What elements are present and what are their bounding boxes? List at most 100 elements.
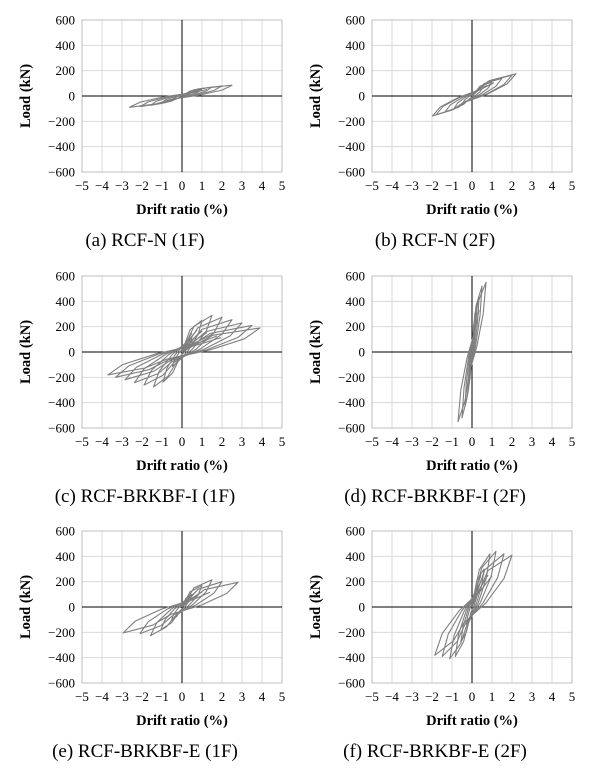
x-tick-label: 0 <box>179 178 186 193</box>
caption-b: (b) RCF-N (2F) <box>374 230 496 251</box>
y-axis-label: Load (kN) <box>308 64 324 128</box>
y-tick-label: −600 <box>338 676 365 691</box>
y-tick-label: 200 <box>346 574 366 589</box>
x-tick-label: 3 <box>239 178 246 193</box>
x-axis-label: Drift ratio (%) <box>136 458 228 474</box>
hysteresis-loop <box>133 319 233 384</box>
x-axis-label: Drift ratio (%) <box>136 713 228 729</box>
x-tick-label: 1 <box>199 434 206 449</box>
x-axis-label: Drift ratio (%) <box>426 713 518 729</box>
y-tick-label: −200 <box>338 625 365 640</box>
y-tick-label: −400 <box>48 139 75 154</box>
x-tick-label: 4 <box>549 434 556 449</box>
x-tick-label: 0 <box>469 689 476 704</box>
y-tick-label: −200 <box>48 625 75 640</box>
x-tick-label: 5 <box>279 689 286 704</box>
y-tick-label: −400 <box>48 650 75 665</box>
x-tick-label: −3 <box>115 689 129 704</box>
panel-e: −5 −4 −3 −2 −1 0 1 2 3 4 5 −600 −400 −200 0 200 400 600 Dr… <box>0 511 290 769</box>
x-tick-label: −3 <box>115 434 129 449</box>
hysteresis-loop <box>454 553 491 658</box>
x-tick-label: 1 <box>489 178 496 193</box>
y-tick-label: −600 <box>48 421 75 436</box>
x-tick-label: −2 <box>135 689 149 704</box>
x-tick-label: −5 <box>75 689 89 704</box>
hysteresis-chart-d: −5 −4 −3 −2 −1 0 1 2 3 4 5−600−400−2000200400600Dr… <box>308 269 575 475</box>
hysteresis-loop <box>434 554 513 656</box>
caption-f: (f) RCF-BRKBF-E (2F) <box>343 741 527 762</box>
x-tick-label: 2 <box>509 178 516 193</box>
x-tick-label: 2 <box>219 689 226 704</box>
x-tick-label: 3 <box>529 689 536 704</box>
y-tick-label: −200 <box>48 114 75 129</box>
x-tick-label: 1 <box>199 689 206 704</box>
caption-e: (e) RCF-BRKBF-E (1F) <box>52 741 238 762</box>
x-tick-label: −2 <box>425 434 439 449</box>
x-tick-label: 4 <box>259 178 266 193</box>
x-tick-label: −1 <box>155 434 169 449</box>
y-tick-label: −400 <box>338 139 365 154</box>
hysteresis-chart-a: −5 −4 −3 −2 −1 0 1 2 3 4 5−600−400−2000200400600Dr… <box>18 13 286 219</box>
panel-f: −5 −4 −3 −2 −1 0 1 2 3 4 5 −600 −400 −200 0 200 400 600 Dr… <box>290 511 580 769</box>
x-tick-label: −2 <box>135 178 149 193</box>
x-tick-label: −1 <box>445 178 459 193</box>
x-tick-label: 5 <box>569 689 576 704</box>
x-tick-label: 1 <box>489 434 496 449</box>
y-tick-label: 600 <box>56 269 76 284</box>
x-tick-label: 2 <box>509 434 516 449</box>
y-tick-label: 600 <box>346 269 366 284</box>
y-tick-label: −600 <box>338 421 365 436</box>
y-tick-label: 0 <box>359 600 366 615</box>
y-tick-label: 200 <box>346 319 366 334</box>
panel-d: −5 −4 −3 −2 −1 0 1 2 3 4 5 −600 −400 −200 0 200 400 600 Dr… <box>290 256 580 514</box>
hysteresis-loop <box>453 81 493 110</box>
y-tick-label: 0 <box>69 600 76 615</box>
x-tick-label: 0 <box>469 434 476 449</box>
y-tick-label: −400 <box>338 650 365 665</box>
x-tick-label: 0 <box>179 689 186 704</box>
x-tick-label: −4 <box>95 689 109 704</box>
x-tick-label: 3 <box>529 434 536 449</box>
caption-a: (a) RCF-N (1F) <box>85 230 205 251</box>
y-tick-label: 600 <box>56 524 76 539</box>
x-tick-label: −3 <box>115 178 129 193</box>
x-tick-label: 4 <box>549 689 556 704</box>
hysteresis-loop <box>441 553 505 658</box>
x-tick-label: 0 <box>179 434 186 449</box>
x-tick-label: 2 <box>219 434 226 449</box>
x-tick-label: 2 <box>219 178 226 193</box>
y-tick-label: 200 <box>56 63 76 78</box>
hysteresis-loop <box>457 281 487 423</box>
y-tick-label: 600 <box>346 524 366 539</box>
x-tick-label: −5 <box>365 689 379 704</box>
x-axis-label: Drift ratio (%) <box>426 202 518 218</box>
x-tick-label: −4 <box>385 689 399 704</box>
caption-d: (d) RCF-BRKBF-I (2F) <box>344 486 526 507</box>
x-tick-label: −1 <box>445 434 459 449</box>
y-tick-label: 400 <box>56 294 76 309</box>
y-tick-label: 0 <box>359 345 366 360</box>
y-tick-label: −400 <box>48 395 75 410</box>
y-tick-label: 400 <box>56 549 76 564</box>
hysteresis-loop <box>160 584 203 631</box>
panel-b: −5 −4 −3 −2 −1 0 1 2 3 4 5 −600 −400 −200 0 200 400 600 Dr… <box>290 0 580 258</box>
x-tick-label: −2 <box>425 178 439 193</box>
y-tick-label: 400 <box>346 294 366 309</box>
hysteresis-loop <box>149 579 213 637</box>
hysteresis-loop <box>122 581 239 634</box>
x-tick-label: 2 <box>509 689 516 704</box>
x-tick-label: −4 <box>385 434 399 449</box>
hysteresis-loop <box>431 73 517 117</box>
hysteresis-loop <box>152 314 213 388</box>
hysteresis-loop <box>124 322 243 381</box>
x-tick-label: 5 <box>279 178 286 193</box>
hysteresis-loop <box>162 319 203 383</box>
x-tick-label: −1 <box>155 689 169 704</box>
x-tick-label: 0 <box>469 178 476 193</box>
y-tick-label: 0 <box>69 345 76 360</box>
y-axis-label: Load (kN) <box>18 575 34 639</box>
y-axis-label: Load (kN) <box>18 64 34 128</box>
x-axis-label: Drift ratio (%) <box>136 202 228 218</box>
hysteresis-chart-e: −5 −4 −3 −2 −1 0 1 2 3 4 5−600−400−2000200400600Dr… <box>18 524 286 730</box>
y-tick-label: −400 <box>338 395 365 410</box>
